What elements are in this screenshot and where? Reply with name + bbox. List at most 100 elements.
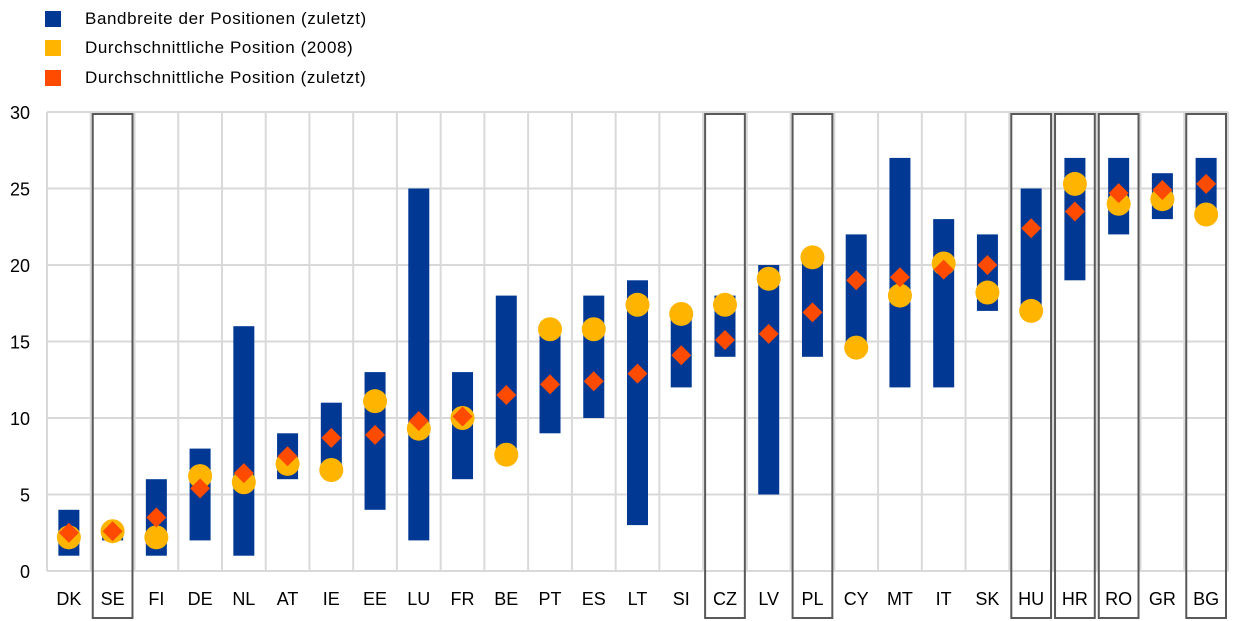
legend-square-icon: [45, 10, 61, 27]
x-tick-label: DK: [56, 589, 81, 609]
avg-2008-point: [1194, 202, 1219, 227]
range-bar: [758, 265, 780, 495]
x-tick-label: LV: [758, 589, 779, 609]
range-bar: [495, 295, 517, 449]
x-tick-label: SI: [673, 589, 690, 609]
x-tick-label: CY: [844, 589, 869, 609]
legend-item-avg-latest: Durchschnittliche Position (zuletzt): [45, 63, 367, 93]
avg-2008-point: [319, 458, 344, 483]
avg-2008-point: [363, 389, 388, 414]
legend-item-avg-2008: Durchschnittliche Position (2008): [45, 34, 367, 64]
range-bar: [1020, 188, 1042, 308]
x-tick-label: EE: [363, 589, 387, 609]
avg-latest-point: [1152, 180, 1173, 201]
x-tick-label: MT: [887, 589, 913, 609]
x-tick-label: PL: [801, 589, 823, 609]
highlight-box: [1010, 113, 1053, 619]
avg-latest-point: [1196, 173, 1217, 194]
avg-latest-point: [671, 345, 692, 366]
avg-latest-point: [1064, 201, 1085, 222]
legend-item-range: Bandbreite der Positionen (zuletzt): [45, 4, 367, 34]
avg-2008-point: [538, 317, 563, 342]
avg-2008-point: [887, 283, 912, 308]
avg-latest-point: [846, 270, 867, 291]
avg-2008-point: [1062, 171, 1087, 196]
avg-2008-point: [756, 266, 781, 291]
avg-latest-point: [802, 302, 823, 323]
range-bar: [627, 280, 648, 526]
x-tick-label: RO: [1105, 589, 1132, 609]
x-tick-label: SE: [101, 589, 125, 609]
legend-label: Durchschnittliche Position (2008): [85, 38, 354, 58]
x-tick-label: LU: [407, 589, 430, 609]
legend-square-icon: [45, 69, 61, 86]
x-tick-label: FI: [148, 589, 164, 609]
avg-latest-point: [190, 478, 211, 499]
avg-latest-point: [627, 363, 648, 384]
legend: Bandbreite der Positionen (zuletzt) Durc…: [45, 4, 367, 93]
avg-2008-point: [669, 301, 694, 326]
avg-2008-point: [581, 317, 606, 342]
avg-latest-point: [540, 374, 561, 395]
x-tick-label: AT: [277, 589, 299, 609]
highlight-box: [91, 113, 134, 619]
avg-2008-point: [1106, 191, 1131, 216]
avg-2008-point: [844, 335, 869, 360]
avg-latest-point: [277, 446, 298, 467]
range-bar: [583, 295, 605, 418]
avg-latest-point: [889, 267, 910, 288]
x-tick-label: BG: [1193, 589, 1219, 609]
avg-2008-point: [494, 442, 519, 467]
x-tick-label: GR: [1149, 589, 1176, 609]
avg-latest-point: [58, 522, 79, 543]
x-tick-label: FR: [451, 589, 475, 609]
avg-latest-point: [102, 521, 123, 542]
x-tick-label: NL: [232, 589, 255, 609]
range-bar: [845, 234, 867, 350]
x-tick-label: IT: [936, 589, 952, 609]
avg-2008-point: [1019, 298, 1044, 323]
x-tick-label: CZ: [713, 589, 737, 609]
avg-latest-point: [1108, 183, 1129, 204]
avg-2008-point: [975, 280, 1000, 305]
x-tick-label: HR: [1062, 589, 1088, 609]
x-tick-label: HU: [1018, 589, 1044, 609]
avg-2008-point: [800, 245, 825, 270]
avg-latest-point: [977, 255, 998, 275]
legend-square-icon: [45, 40, 61, 57]
x-tick-label: LT: [628, 589, 648, 609]
range-bar: [933, 219, 955, 388]
avg-latest-point: [452, 406, 473, 427]
avg-latest-point: [583, 371, 604, 392]
y-tick-label: 5: [20, 486, 30, 506]
avg-2008-point: [144, 525, 169, 550]
highlight-box: [1185, 113, 1228, 619]
y-tick-label: 0: [20, 562, 30, 582]
avg-latest-point: [933, 259, 954, 280]
avg-latest-point: [1021, 218, 1042, 239]
avg-latest-point: [365, 424, 386, 445]
y-tick-label: 30: [10, 103, 30, 123]
x-tick-label: PT: [539, 589, 562, 609]
highlight-box: [791, 113, 834, 619]
avg-latest-point: [408, 411, 429, 432]
highlight-box: [704, 113, 746, 619]
legend-label: Durchschnittliche Position (zuletzt): [85, 67, 367, 87]
x-tick-label: ES: [582, 589, 606, 609]
y-tick-label: 15: [10, 333, 30, 353]
avg-2008-point: [712, 292, 737, 317]
highlight-box: [1054, 113, 1096, 619]
avg-latest-point: [233, 463, 254, 484]
avg-latest-point: [496, 385, 517, 406]
avg-latest-point: [146, 507, 167, 528]
range-bar: [408, 188, 430, 541]
y-tick-label: 10: [10, 409, 30, 429]
x-tick-label: SK: [975, 589, 999, 609]
highlight-box: [1097, 113, 1140, 619]
x-tick-label: IE: [323, 589, 340, 609]
x-tick-label: DE: [188, 589, 213, 609]
avg-2008-point: [188, 464, 213, 489]
avg-latest-point: [321, 427, 342, 448]
legend-label: Bandbreite der Positionen (zuletzt): [85, 8, 367, 28]
